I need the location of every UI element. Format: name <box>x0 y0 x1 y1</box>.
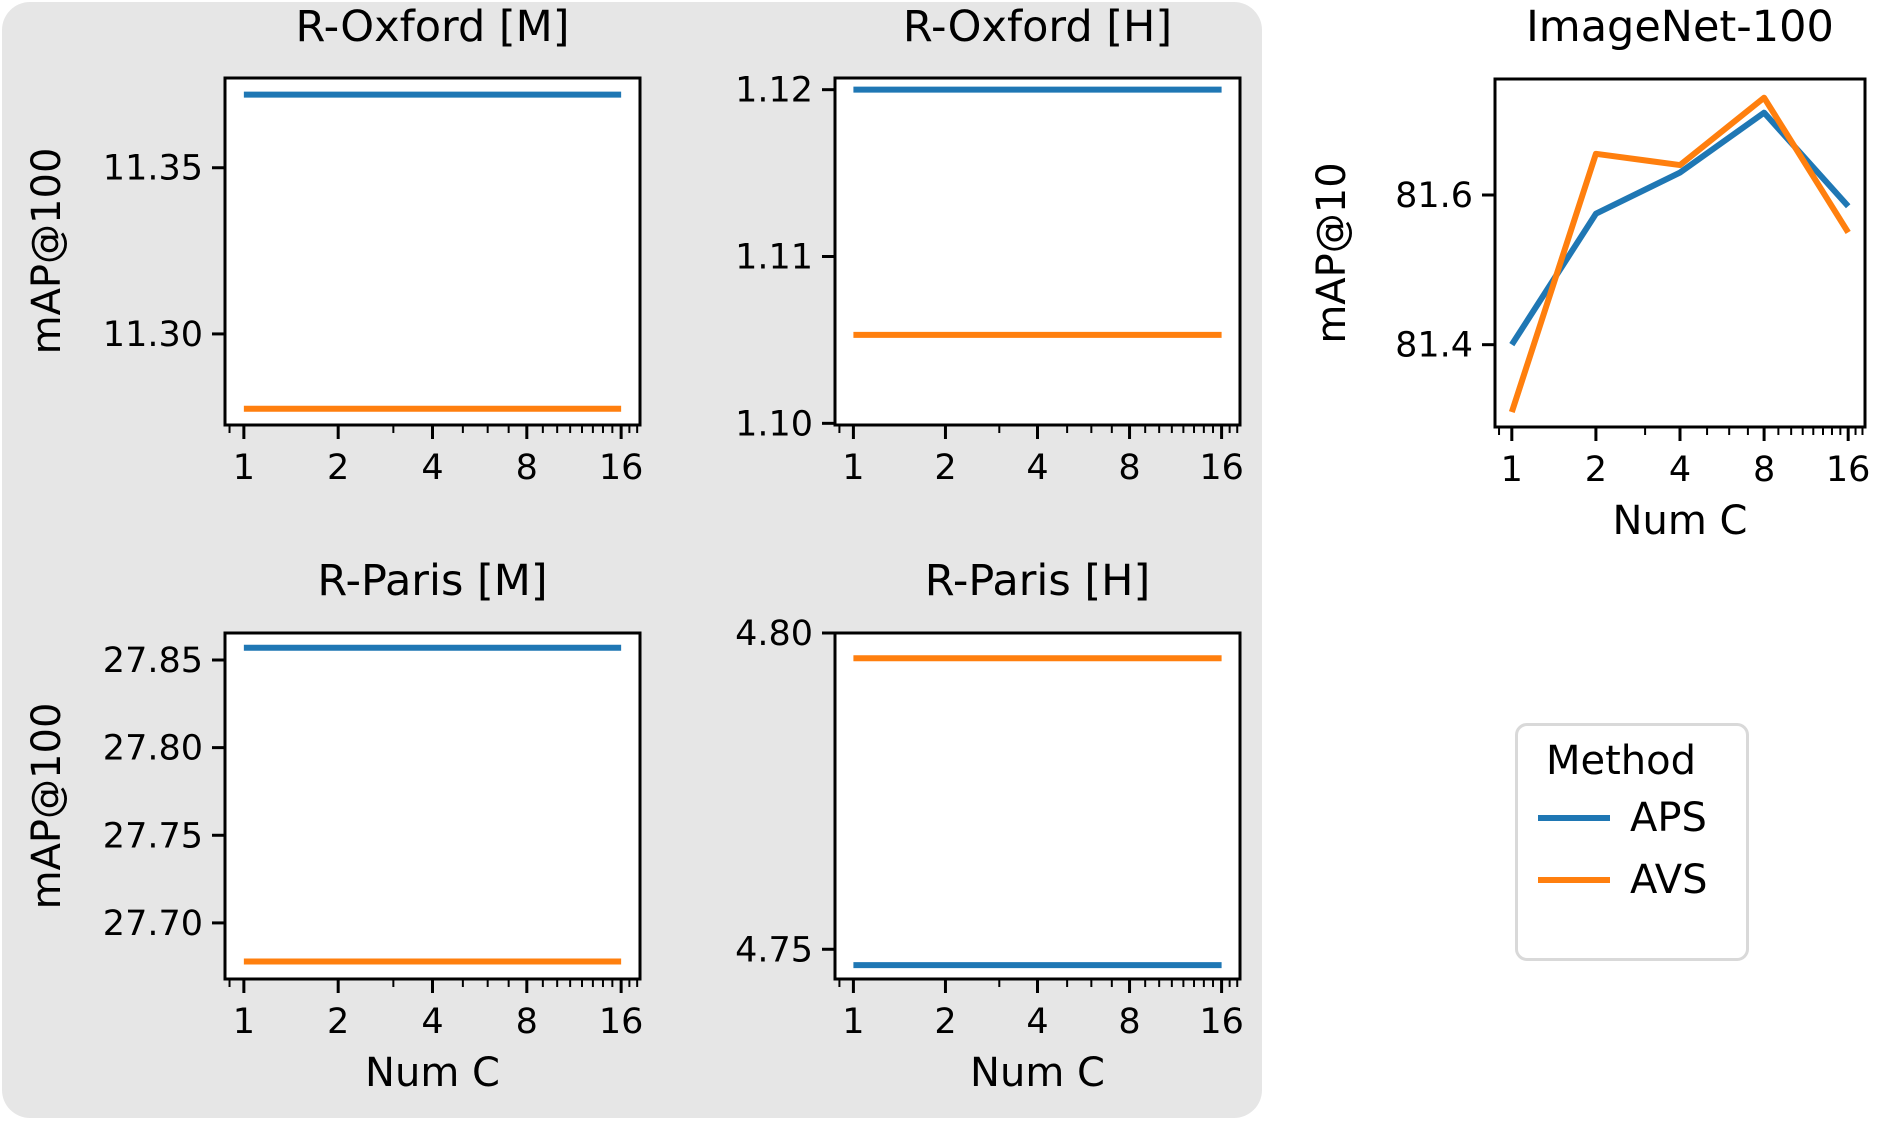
y-axis-label-r-oxford-m: mAP@100 <box>24 147 70 355</box>
svg-text:4.75: 4.75 <box>735 930 813 970</box>
svg-text:16: 16 <box>599 1002 644 1042</box>
svg-text:4.80: 4.80 <box>735 614 813 654</box>
svg-text:4: 4 <box>421 1002 443 1042</box>
svg-text:11.35: 11.35 <box>103 149 203 189</box>
legend-title: Method <box>1546 738 1697 784</box>
svg-text:2: 2 <box>934 448 956 488</box>
svg-text:2: 2 <box>1585 450 1607 490</box>
x-axis-label-r-paris-h: Num C <box>970 1050 1105 1096</box>
svg-text:1: 1 <box>233 1002 255 1042</box>
svg-text:1: 1 <box>233 448 255 488</box>
svg-text:8: 8 <box>1753 450 1775 490</box>
plot-title-imagenet-100: ImageNet-100 <box>1526 2 1834 52</box>
svg-text:8: 8 <box>516 448 538 488</box>
svg-text:81.4: 81.4 <box>1395 326 1473 366</box>
legend-label-aps: APS <box>1630 795 1707 841</box>
svg-text:4: 4 <box>1026 448 1048 488</box>
svg-text:8: 8 <box>1118 448 1140 488</box>
plot-title-r-paris-h: R-Paris [H] <box>924 556 1151 606</box>
svg-text:2: 2 <box>934 1002 956 1042</box>
y-axis-label-r-paris-m: mAP@100 <box>24 702 70 910</box>
svg-text:27.70: 27.70 <box>103 904 203 944</box>
y-axis-label-imagenet-100: mAP@10 <box>1309 162 1355 344</box>
plot-title-r-paris-m: R-Paris [M] <box>317 556 548 606</box>
svg-text:16: 16 <box>1199 1002 1244 1042</box>
svg-text:8: 8 <box>516 1002 538 1042</box>
svg-text:11.30: 11.30 <box>103 315 203 355</box>
x-axis-label-r-paris-m: Num C <box>365 1050 500 1096</box>
legend-item-avs: AVS <box>1538 860 1746 900</box>
svg-text:1.10: 1.10 <box>735 404 813 444</box>
svg-text:16: 16 <box>599 448 644 488</box>
plot-title-r-oxford-h: R-Oxford [H] <box>902 2 1173 52</box>
svg-text:16: 16 <box>1826 450 1871 490</box>
legend-item-aps: APS <box>1538 798 1746 838</box>
svg-text:27.80: 27.80 <box>103 729 203 769</box>
svg-text:2: 2 <box>327 1002 349 1042</box>
svg-text:4: 4 <box>1669 450 1691 490</box>
svg-text:1: 1 <box>842 1002 864 1042</box>
legend-label-avs: AVS <box>1630 857 1708 903</box>
avs-line-swatch <box>1538 877 1610 883</box>
svg-text:27.85: 27.85 <box>103 641 203 681</box>
svg-text:81.6: 81.6 <box>1395 176 1473 216</box>
legend: Method APS AVS <box>1515 723 1749 961</box>
aps-line-swatch <box>1538 815 1610 821</box>
svg-text:1: 1 <box>1501 450 1523 490</box>
svg-text:27.75: 27.75 <box>103 816 203 856</box>
svg-text:1.11: 1.11 <box>735 238 813 278</box>
svg-text:8: 8 <box>1118 1002 1140 1042</box>
svg-text:4: 4 <box>421 448 443 488</box>
x-axis-label-imagenet-100: Num C <box>1612 498 1748 544</box>
svg-text:4: 4 <box>1026 1002 1048 1042</box>
svg-text:2: 2 <box>327 448 349 488</box>
svg-text:1.12: 1.12 <box>735 71 813 111</box>
svg-text:1: 1 <box>842 448 864 488</box>
plot-title-r-oxford-m: R-Oxford [M] <box>295 2 570 52</box>
svg-text:16: 16 <box>1199 448 1244 488</box>
